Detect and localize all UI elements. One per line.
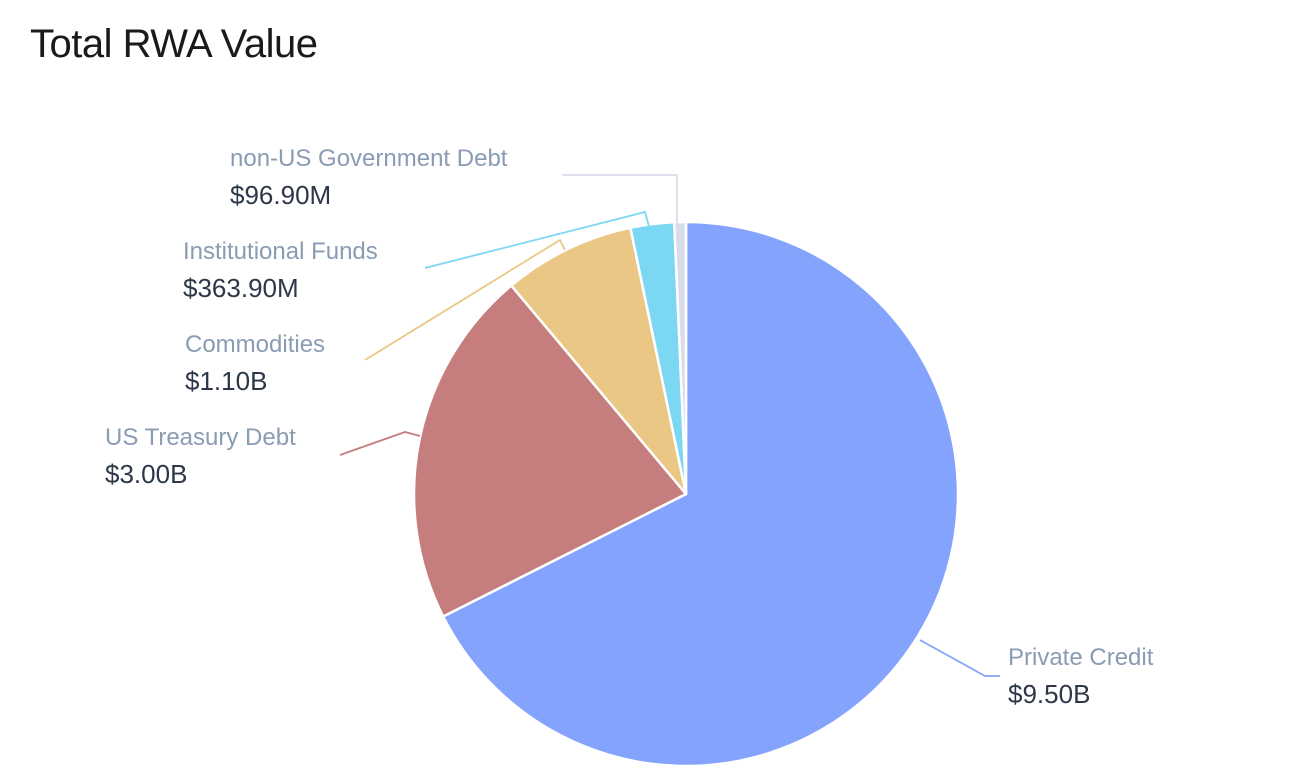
slice-value: $1.10B bbox=[185, 366, 267, 396]
slice-label: non-US Government Debt bbox=[230, 145, 508, 172]
pie-slice-commodities[interactable] bbox=[510, 226, 688, 496]
slice-labels: Private Credit $9.50B US Treasury Debt $3.0… bbox=[105, 145, 1154, 709]
slice-value: $3.00B bbox=[105, 459, 187, 489]
leader-line bbox=[424, 210, 651, 269]
pie-slice-us-treasury-debt[interactable] bbox=[412, 284, 688, 618]
leader-line bbox=[364, 238, 566, 361]
pie-slice-private-credit[interactable] bbox=[441, 220, 960, 768]
leader-line bbox=[919, 639, 1000, 677]
pie-slice-non-us-government-debt[interactable] bbox=[672, 220, 688, 496]
slice-label: Commodities bbox=[185, 331, 325, 358]
leader-lines bbox=[339, 174, 1000, 677]
slice-label: US Treasury Debt bbox=[105, 424, 296, 451]
leader-line bbox=[339, 431, 421, 456]
slice-value: $96.90M bbox=[230, 180, 331, 210]
pie-slices bbox=[412, 220, 960, 768]
slice-label: Private Credit bbox=[1008, 644, 1154, 671]
slice-value: $363.90M bbox=[183, 273, 299, 303]
slice-value: $9.50B bbox=[1008, 679, 1090, 709]
leader-line bbox=[562, 174, 678, 225]
slice-label: Institutional Funds bbox=[183, 238, 378, 265]
chart-title: Total RWA Value bbox=[30, 22, 318, 66]
